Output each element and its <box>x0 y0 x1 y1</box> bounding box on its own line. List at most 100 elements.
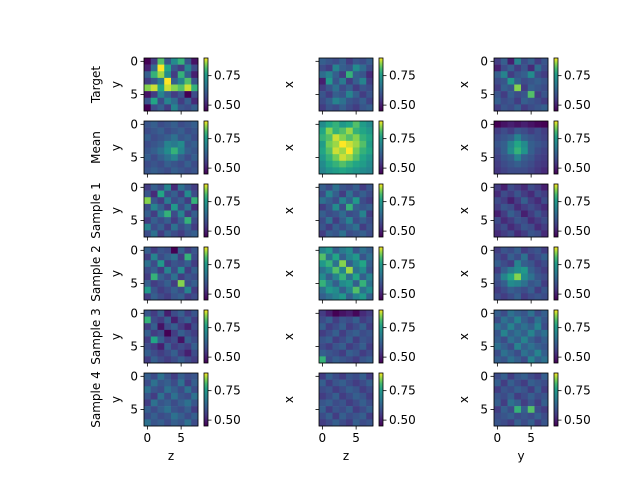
heatmap-cell <box>325 134 333 142</box>
heatmap-cell <box>527 121 535 128</box>
heatmap-cell <box>494 310 502 317</box>
heatmap-cell <box>164 406 172 414</box>
heatmap-cell <box>339 210 347 218</box>
heatmap-cell <box>164 154 172 162</box>
heatmap-cell <box>359 260 367 268</box>
heatmap-cell <box>150 406 158 414</box>
heatmap-cell <box>177 386 185 394</box>
heatmap-cell <box>500 280 508 288</box>
heatmap-cell <box>150 266 158 274</box>
heatmap-cell <box>527 349 535 357</box>
heatmap-cell <box>150 247 158 254</box>
heatmap-cell <box>171 349 179 357</box>
heatmap-cell <box>177 247 185 254</box>
heatmap-cell <box>527 247 535 254</box>
colorbar <box>203 309 209 364</box>
heatmap-cell <box>541 286 549 294</box>
heatmap-cell <box>359 392 367 400</box>
heatmap-cell <box>150 349 158 357</box>
heatmap-cell <box>177 392 185 400</box>
heatmap-cell <box>521 247 529 254</box>
heatmap-cell <box>514 154 522 162</box>
heatmap-cell <box>332 386 340 394</box>
heatmap-cell <box>191 412 199 420</box>
colorbar <box>203 372 209 427</box>
heatmap-cell <box>171 386 179 394</box>
y-tick-label: 0 <box>480 54 488 68</box>
heatmap-cell <box>534 419 542 427</box>
heatmap-cell <box>184 373 192 380</box>
heatmap-cell <box>339 273 347 281</box>
colorbar-tick-label: 0.50 <box>564 287 591 301</box>
colorbar-tick-label: 0.75 <box>214 195 241 209</box>
heatmap-cell <box>319 356 327 364</box>
heatmap-cell <box>332 293 340 301</box>
heatmap-cell <box>352 392 360 400</box>
heatmap-cell <box>150 197 158 205</box>
heatmap-cell <box>507 399 515 407</box>
heatmap-cell <box>191 266 199 274</box>
heatmap-cell <box>157 190 165 198</box>
heatmap-cell <box>346 273 354 281</box>
heatmap-cell <box>534 329 542 337</box>
heatmap-cell <box>521 167 529 175</box>
heatmap-cell <box>339 217 347 225</box>
heatmap-cell <box>500 127 508 135</box>
heatmap-cell <box>177 147 185 155</box>
colorbar-tick-label: 0.50 <box>564 350 591 364</box>
heatmap-cell <box>507 84 515 92</box>
heatmap-cell <box>359 286 367 294</box>
heatmap-cell <box>164 147 172 155</box>
y-tick-label: 5 <box>130 339 138 353</box>
heatmap-cell <box>184 217 192 225</box>
heatmap-cell <box>534 154 542 162</box>
heatmap-cell <box>500 223 508 231</box>
heatmap-cell <box>171 58 179 65</box>
heatmap-cell <box>191 121 199 128</box>
heatmap-cell <box>500 104 508 112</box>
axes-frame <box>318 183 374 238</box>
heatmap-cell <box>144 223 152 231</box>
heatmap-cell <box>164 217 172 225</box>
heatmap-cell <box>164 386 172 394</box>
heatmap-cell <box>366 336 374 344</box>
heatmap-cell <box>325 147 333 155</box>
heatmap-cell <box>339 399 347 407</box>
heatmap-cell <box>534 203 542 211</box>
heatmap-cell <box>144 210 152 218</box>
heatmap-cell <box>177 253 185 261</box>
heatmap-cell <box>527 127 535 135</box>
heatmap-cell <box>184 190 192 198</box>
heatmap-cell <box>507 223 515 231</box>
heatmap-cell <box>325 310 333 317</box>
heatmap-cell <box>339 230 347 238</box>
heatmap-cell <box>171 286 179 294</box>
y-axis-label: y <box>109 270 123 277</box>
heatmap-cell <box>514 84 522 92</box>
heatmap-cell <box>359 121 367 128</box>
heatmap-cell <box>500 260 508 268</box>
heatmap-cell <box>171 203 179 211</box>
heatmap-cell <box>325 399 333 407</box>
colorbar-tick-label: 0.50 <box>389 224 416 238</box>
heatmap-cell <box>500 286 508 294</box>
heatmap-cell <box>157 399 165 407</box>
heatmap-cell <box>171 310 179 317</box>
heatmap-cell <box>319 121 327 128</box>
heatmap-cell <box>164 167 172 175</box>
heatmap-cell <box>332 356 340 364</box>
heatmap-cell <box>150 286 158 294</box>
heatmap-cell <box>494 223 502 231</box>
heatmap-cell <box>171 223 179 231</box>
heatmap-cell <box>366 184 374 191</box>
heatmap-cell <box>494 260 502 268</box>
heatmap-cell <box>332 412 340 420</box>
heatmap-cell <box>184 167 192 175</box>
heatmap-cell <box>500 64 508 72</box>
heatmap-cell <box>150 167 158 175</box>
heatmap-cell <box>191 349 199 357</box>
heatmap-cell <box>500 71 508 79</box>
heatmap-cell <box>366 77 374 85</box>
heatmap-cell <box>325 127 333 135</box>
